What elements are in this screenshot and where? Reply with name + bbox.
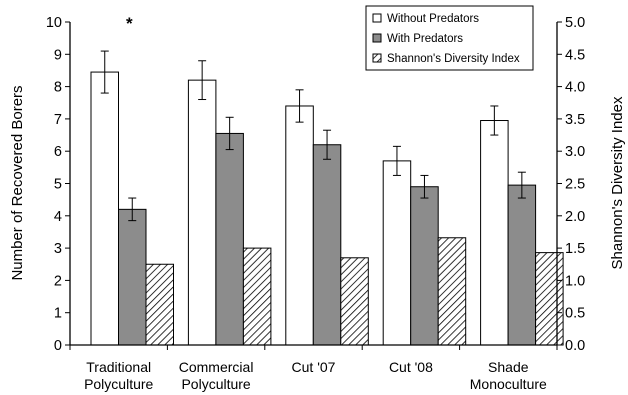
category-label: Commercial	[179, 359, 254, 375]
right-tick-label: 4.0	[565, 80, 585, 96]
left-tick-label: 6	[54, 144, 62, 160]
category-label: Polyculture	[84, 376, 153, 392]
error-bar-without-predators-0	[100, 50, 109, 94]
error-bar-without-predators-1	[198, 60, 207, 101]
right-tick-label: 0.5	[565, 306, 585, 322]
left-tick-label: 8	[54, 80, 62, 96]
error-bar-with-predators-2	[323, 129, 332, 160]
y2-axis-title: Shannon's Diversity Index	[609, 96, 626, 269]
bar-without-predators-2	[285, 105, 314, 346]
right-tick-label: 3.5	[565, 112, 585, 128]
left-tick-label: 7	[54, 112, 62, 128]
left-tick-label: 2	[54, 273, 62, 289]
bar-diversity-index-0	[145, 263, 174, 346]
bar-without-predators-4	[480, 120, 509, 346]
left-axis-ticks: 0 1 2 3 4 5 6 7 8 9 10	[46, 15, 70, 354]
bar-without-predators-3	[382, 160, 412, 346]
bar-without-predators-1	[187, 79, 217, 346]
error-bars-layer	[100, 50, 526, 222]
bar-with-predators-0	[118, 208, 147, 346]
legend-box	[365, 5, 534, 71]
right-tick-label: 5.0	[565, 15, 585, 31]
category-label: Cut '07	[292, 359, 336, 375]
right-axis-ticks: 0.0 0.5 1.0 1.5 2.0 2.5 3.0 3.5 4.0 4.5 5.0	[557, 15, 585, 354]
bar-without-predators-0	[90, 71, 119, 346]
error-bar-without-predators-3	[392, 145, 401, 176]
legend-label-with-predators: With Predators	[387, 33, 463, 45]
left-tick-label: 3	[54, 241, 62, 257]
legend-swatch-with-predators	[372, 33, 382, 43]
error-bar-with-predators-4	[517, 171, 526, 199]
error-bar-without-predators-4	[490, 105, 499, 136]
left-tick-label: 1	[54, 306, 62, 322]
legend-label-diversity-index: Shannon's Diversity Index	[387, 53, 520, 65]
significance-marker: *	[126, 14, 133, 33]
bar-with-predators-1	[215, 132, 244, 346]
right-tick-label: 3.0	[565, 144, 585, 160]
right-tick-label: 4.5	[565, 47, 585, 63]
legend-swatch-without-predators	[372, 13, 382, 23]
right-tick-label: 0.0	[565, 338, 585, 354]
bar-diversity-index-2	[340, 257, 369, 346]
bar-diversity-index-4	[535, 252, 564, 346]
left-tick-label: 5	[54, 177, 62, 193]
category-label: Traditional	[86, 359, 151, 375]
annotations: *	[126, 14, 133, 33]
bar-with-predators-3	[410, 186, 439, 346]
category-label: Polyculture	[181, 376, 250, 392]
legend: Without Predators With Predators Shannon…	[365, 5, 534, 71]
right-tick-label: 1.5	[565, 241, 585, 257]
bar-with-predators-2	[312, 144, 342, 346]
right-tick-label: 2.0	[565, 209, 585, 225]
bars-layer	[90, 71, 564, 346]
right-tick-label: 1.0	[565, 273, 585, 289]
category-label: Monoculture	[470, 376, 547, 392]
legend-swatch-diversity-index	[372, 53, 382, 63]
bar-diversity-index-3	[437, 237, 467, 346]
left-tick-label: 0	[54, 338, 62, 354]
error-bar-without-predators-2	[295, 89, 304, 123]
right-tick-label: 2.5	[565, 177, 585, 193]
left-tick-label: 9	[54, 47, 62, 63]
bar-with-predators-4	[507, 184, 537, 346]
left-tick-label: 4	[54, 209, 62, 225]
y-axis-title: Number of Recovered Borers	[9, 85, 26, 280]
legend-label-without-predators: Without Predators	[387, 13, 479, 25]
category-labels: TraditionalPolycultureCommercialPolycult…	[69, 345, 558, 392]
error-bar-with-predators-3	[420, 174, 429, 199]
bar-diversity-index-1	[242, 247, 272, 346]
category-label: Cut '08	[389, 359, 433, 375]
error-bar-with-predators-0	[128, 197, 137, 222]
category-label: Shade	[488, 359, 529, 375]
left-tick-label: 10	[46, 15, 62, 31]
error-bar-with-predators-1	[225, 116, 234, 151]
